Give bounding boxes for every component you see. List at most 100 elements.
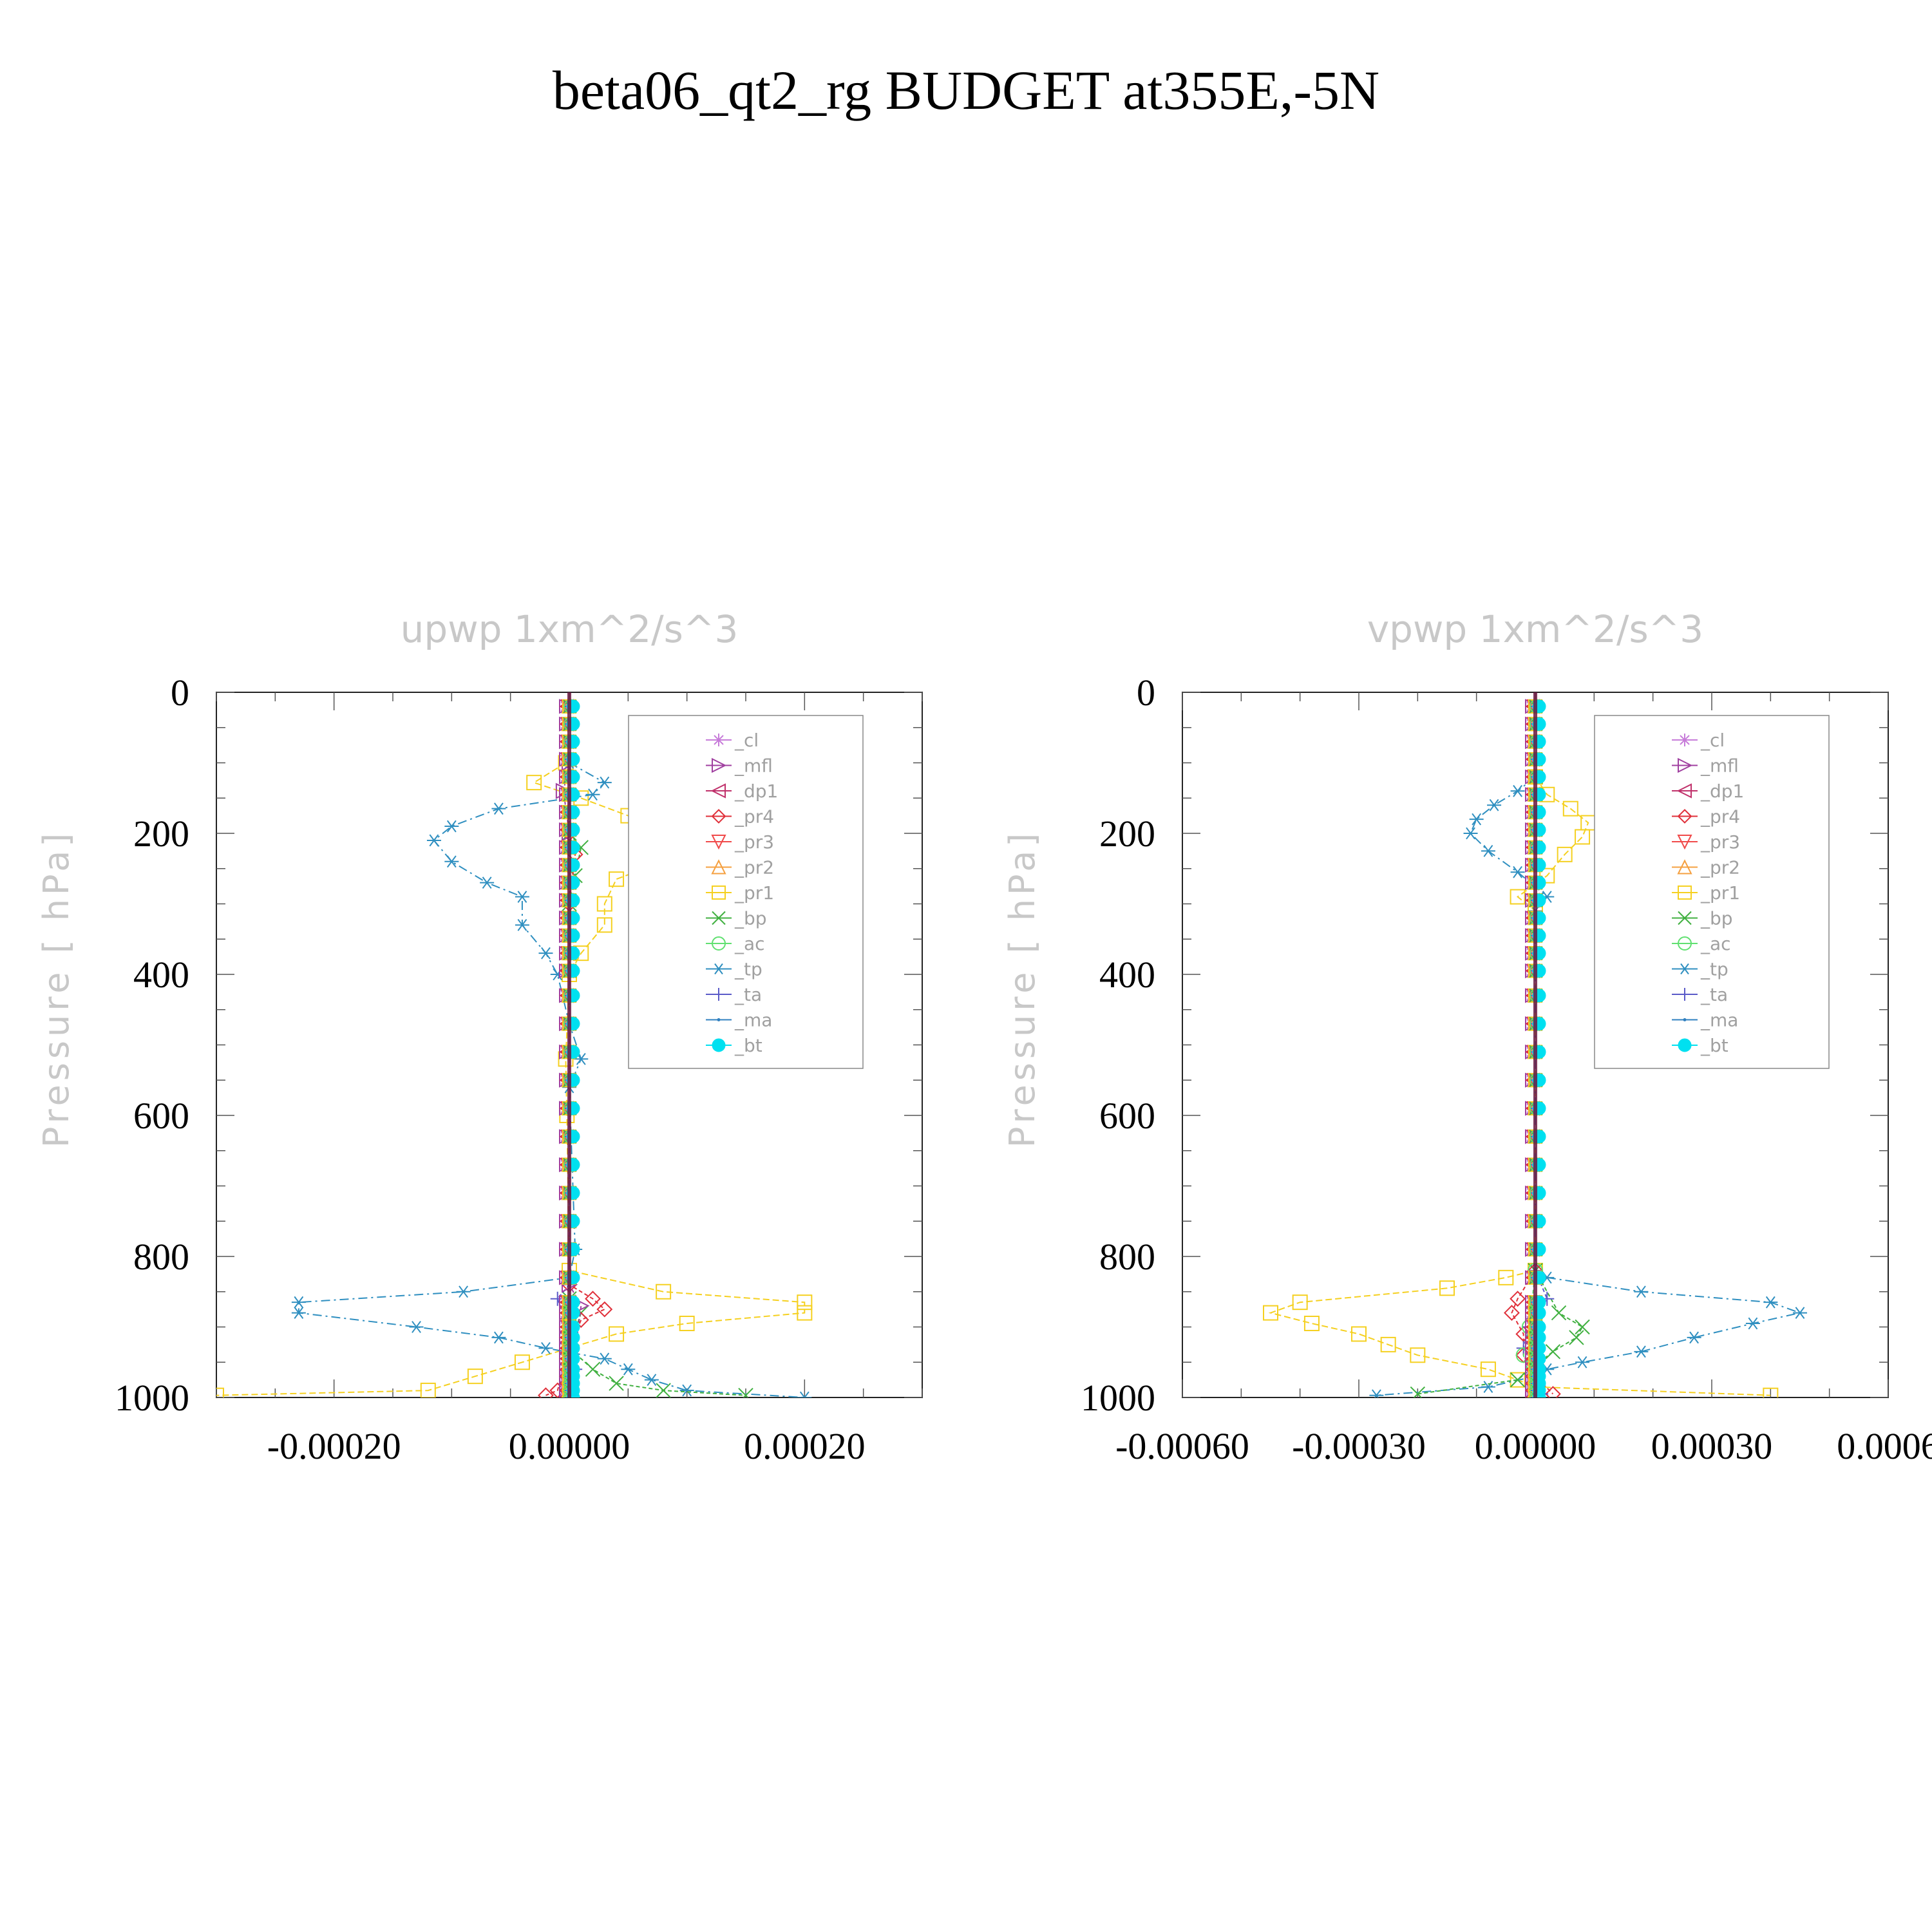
data-point-_tp [444, 855, 459, 868]
data-point-_pr4 [538, 1387, 554, 1397]
plot-area [1263, 692, 1807, 1397]
legend-marker-_cl [712, 734, 725, 746]
data-point-_tp [597, 1352, 612, 1365]
legend-label-_bt: _bt [1700, 1035, 1728, 1056]
data-point-_tp [1634, 1285, 1649, 1298]
legend-marker-_ma [717, 1018, 721, 1021]
legend-marker-_dp1 [1676, 783, 1692, 799]
data-point-_tp [1469, 813, 1484, 826]
legend-label-_ma: _ma [1700, 1010, 1738, 1031]
y-tick-label: 600 [1099, 1095, 1155, 1137]
legend-marker-_bt [712, 1038, 726, 1052]
legend-label-_ac: _ac [734, 933, 765, 954]
data-point-_pr1 [1575, 829, 1591, 845]
data-point-_tp [1634, 1345, 1649, 1358]
data-point-_pr1 [596, 896, 612, 912]
data-point-_pr1 [797, 1294, 813, 1311]
data-point-_bp [1575, 1319, 1590, 1335]
data-point-_tp [1510, 866, 1525, 878]
data-point-_bp [609, 1376, 624, 1391]
legend-marker-_pr1 [1678, 886, 1692, 900]
data-point-_tp [515, 891, 529, 903]
data-point-_tp [1745, 1317, 1760, 1330]
data-point-_pr1 [1557, 846, 1573, 862]
legend-label-_pr3: _pr3 [1700, 831, 1740, 853]
data-point-_bp [585, 1361, 601, 1377]
data-point-_tp [409, 1321, 424, 1333]
y-tick-label: 400 [1099, 954, 1155, 996]
legend-label-_pr4: _pr4 [1700, 806, 1740, 828]
data-point-_pr1 [1480, 1361, 1496, 1378]
data-point-_tp [491, 1331, 506, 1344]
data-point-_pr1 [467, 1368, 483, 1385]
data-point-_tp [426, 834, 441, 847]
data-point-_tp [1793, 1307, 1807, 1319]
legend-label-_bp: _bp [1700, 908, 1733, 929]
legend-label-_pr4: _pr4 [734, 806, 774, 828]
data-point-_bp [1510, 1372, 1526, 1388]
legend-label-_ma: _ma [734, 1010, 772, 1031]
panel-title: upwp 1xm^2/s^3 [401, 607, 739, 651]
data-point-_tp [644, 1374, 659, 1387]
legend-label-_ta: _ta [734, 984, 762, 1005]
data-point-_pr1 [1763, 1387, 1779, 1397]
legend-label-_bp: _bp [734, 908, 767, 929]
data-point-_tp [291, 1296, 306, 1309]
data-point-_pr1 [514, 1354, 530, 1370]
legend-marker-_pr1 [712, 886, 726, 900]
y-tick-label: 1000 [115, 1377, 189, 1419]
panel-1: upwp 1xm^2/s^3 Pressure [ hPa] 0 200 400 600 8… [36, 607, 923, 1467]
figure-title: beta06_qt2_rg BUDGET at355E,-5N [552, 59, 1380, 121]
data-point-_tp [1481, 844, 1495, 857]
data-point-_tp [538, 1341, 553, 1354]
legend-label-_pr1: _pr1 [734, 882, 774, 904]
legend-marker-_bt [1678, 1038, 1692, 1052]
y-tick-label: 0 [171, 672, 189, 714]
legend-label-_cl: _cl [1700, 730, 1725, 751]
legend-marker-_ac [1678, 936, 1692, 951]
data-point-_tp [444, 820, 459, 833]
x-tick-label: -0.00030 [1292, 1425, 1426, 1467]
legend-marker-_ta [712, 988, 725, 1001]
data-point-_pr1 [1498, 1269, 1514, 1285]
data-point-_tp [456, 1285, 471, 1298]
legend-label-_pr2: _pr2 [734, 857, 774, 878]
data-point-_tp [621, 1363, 636, 1376]
data-point-_bp [656, 1383, 671, 1397]
x-tick-label: 0.00030 [1651, 1425, 1773, 1467]
x-tick-label: -0.00020 [267, 1425, 401, 1467]
legend-marker-_pr2 [711, 859, 726, 875]
legend-marker-_ma [1683, 1018, 1687, 1021]
data-point-_tp [515, 918, 529, 931]
legend-label-_bt: _bt [734, 1035, 762, 1056]
y-tick-label: 200 [133, 813, 189, 855]
legend-label-_cl: _cl [734, 730, 759, 751]
y-axis-label: Pressure [ hPa] [36, 829, 77, 1148]
legend-marker-_pr3 [1677, 835, 1692, 850]
x-tick-label: 0.0006 [1837, 1425, 1932, 1467]
legend-label-_tp: _tp [1700, 959, 1728, 980]
data-point-_pr1 [1562, 800, 1578, 817]
data-point-_bp [1545, 1344, 1561, 1359]
data-point-_pr1 [1351, 1326, 1367, 1342]
data-point-_bp [738, 1388, 753, 1397]
data-point-_tp [597, 776, 612, 789]
legend-marker-_pr4 [1677, 809, 1692, 824]
data-point-_tp [1463, 827, 1478, 840]
data-point-_tp [1575, 1356, 1590, 1368]
legend-label-_ac: _ac [1700, 933, 1731, 954]
legend-marker-_bp [712, 911, 726, 925]
data-point-_pr1 [216, 1387, 224, 1397]
x-tick-label: 0.00000 [1475, 1425, 1596, 1467]
legend-marker-_mfl [712, 757, 727, 773]
legend-label-_pr2: _pr2 [1700, 857, 1740, 878]
data-point-_tp [1510, 784, 1525, 797]
legend-marker-_mfl [1678, 757, 1693, 773]
legend-marker-_dp1 [710, 783, 726, 799]
x-tick-label: 0.00020 [744, 1425, 866, 1467]
data-point-_pr1 [679, 1316, 695, 1332]
data-point-_pr1 [609, 1326, 625, 1342]
data-point-_pr1 [1439, 1280, 1455, 1296]
data-point-_pr1 [1510, 889, 1526, 905]
